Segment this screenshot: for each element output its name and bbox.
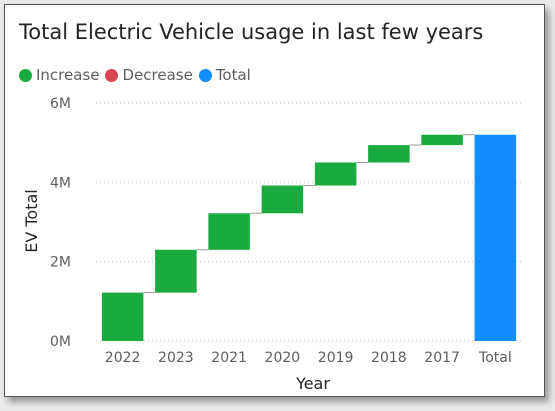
chart-card: Total Electric Vehicle usage in last few… xyxy=(4,4,545,397)
bar-Total xyxy=(474,134,517,341)
legend-label-total: Total xyxy=(215,66,251,84)
y-tick-label-0M: 0M xyxy=(50,334,71,350)
legend-item-total[interactable]: Total xyxy=(198,66,251,84)
x-axis-ticks: 2022 2023 2021 2020 2019 2018 2017 Total xyxy=(105,350,512,366)
x-tick-label-2021: 2021 xyxy=(211,350,247,366)
y-axis-title: EV Total xyxy=(22,189,41,253)
gridlines xyxy=(96,102,522,342)
x-tick-label-2018: 2018 xyxy=(371,350,407,366)
x-tick-label-2020: 2020 xyxy=(265,350,301,366)
x-axis-title: Year xyxy=(295,374,330,393)
y-tick-label-6M: 6M xyxy=(50,96,71,112)
legend-item-decrease[interactable]: Decrease xyxy=(105,66,193,84)
y-axis-ticks: 0M 2M 4M 6M xyxy=(50,96,71,350)
bar-2018 xyxy=(368,145,410,163)
chart-legend: Increase Decrease Total xyxy=(19,66,257,84)
bars xyxy=(101,134,517,341)
legend-item-increase[interactable]: Increase xyxy=(19,66,99,84)
legend-swatch-decrease xyxy=(105,68,119,82)
x-tick-label-2019: 2019 xyxy=(318,350,354,366)
x-tick-label-2023: 2023 xyxy=(158,350,194,366)
bar-2022 xyxy=(101,292,144,341)
bar-2021 xyxy=(208,213,250,250)
x-tick-label-2017: 2017 xyxy=(424,350,460,366)
y-tick-label-4M: 4M xyxy=(50,175,71,191)
legend-label-decrease: Decrease xyxy=(122,66,193,84)
x-tick-label-Total: Total xyxy=(478,350,512,366)
y-tick-label-2M: 2M xyxy=(50,255,71,271)
chart-title: Total Electric Vehicle usage in last few… xyxy=(19,20,484,44)
legend-label-increase: Increase xyxy=(36,66,100,84)
bar-2017 xyxy=(421,134,463,146)
bar-2019 xyxy=(314,162,357,186)
x-tick-label-2022: 2022 xyxy=(105,350,141,366)
legend-swatch-total xyxy=(198,68,212,82)
bar-2023 xyxy=(155,249,197,293)
bar-2020 xyxy=(261,185,304,214)
legend-swatch-increase xyxy=(19,68,32,82)
